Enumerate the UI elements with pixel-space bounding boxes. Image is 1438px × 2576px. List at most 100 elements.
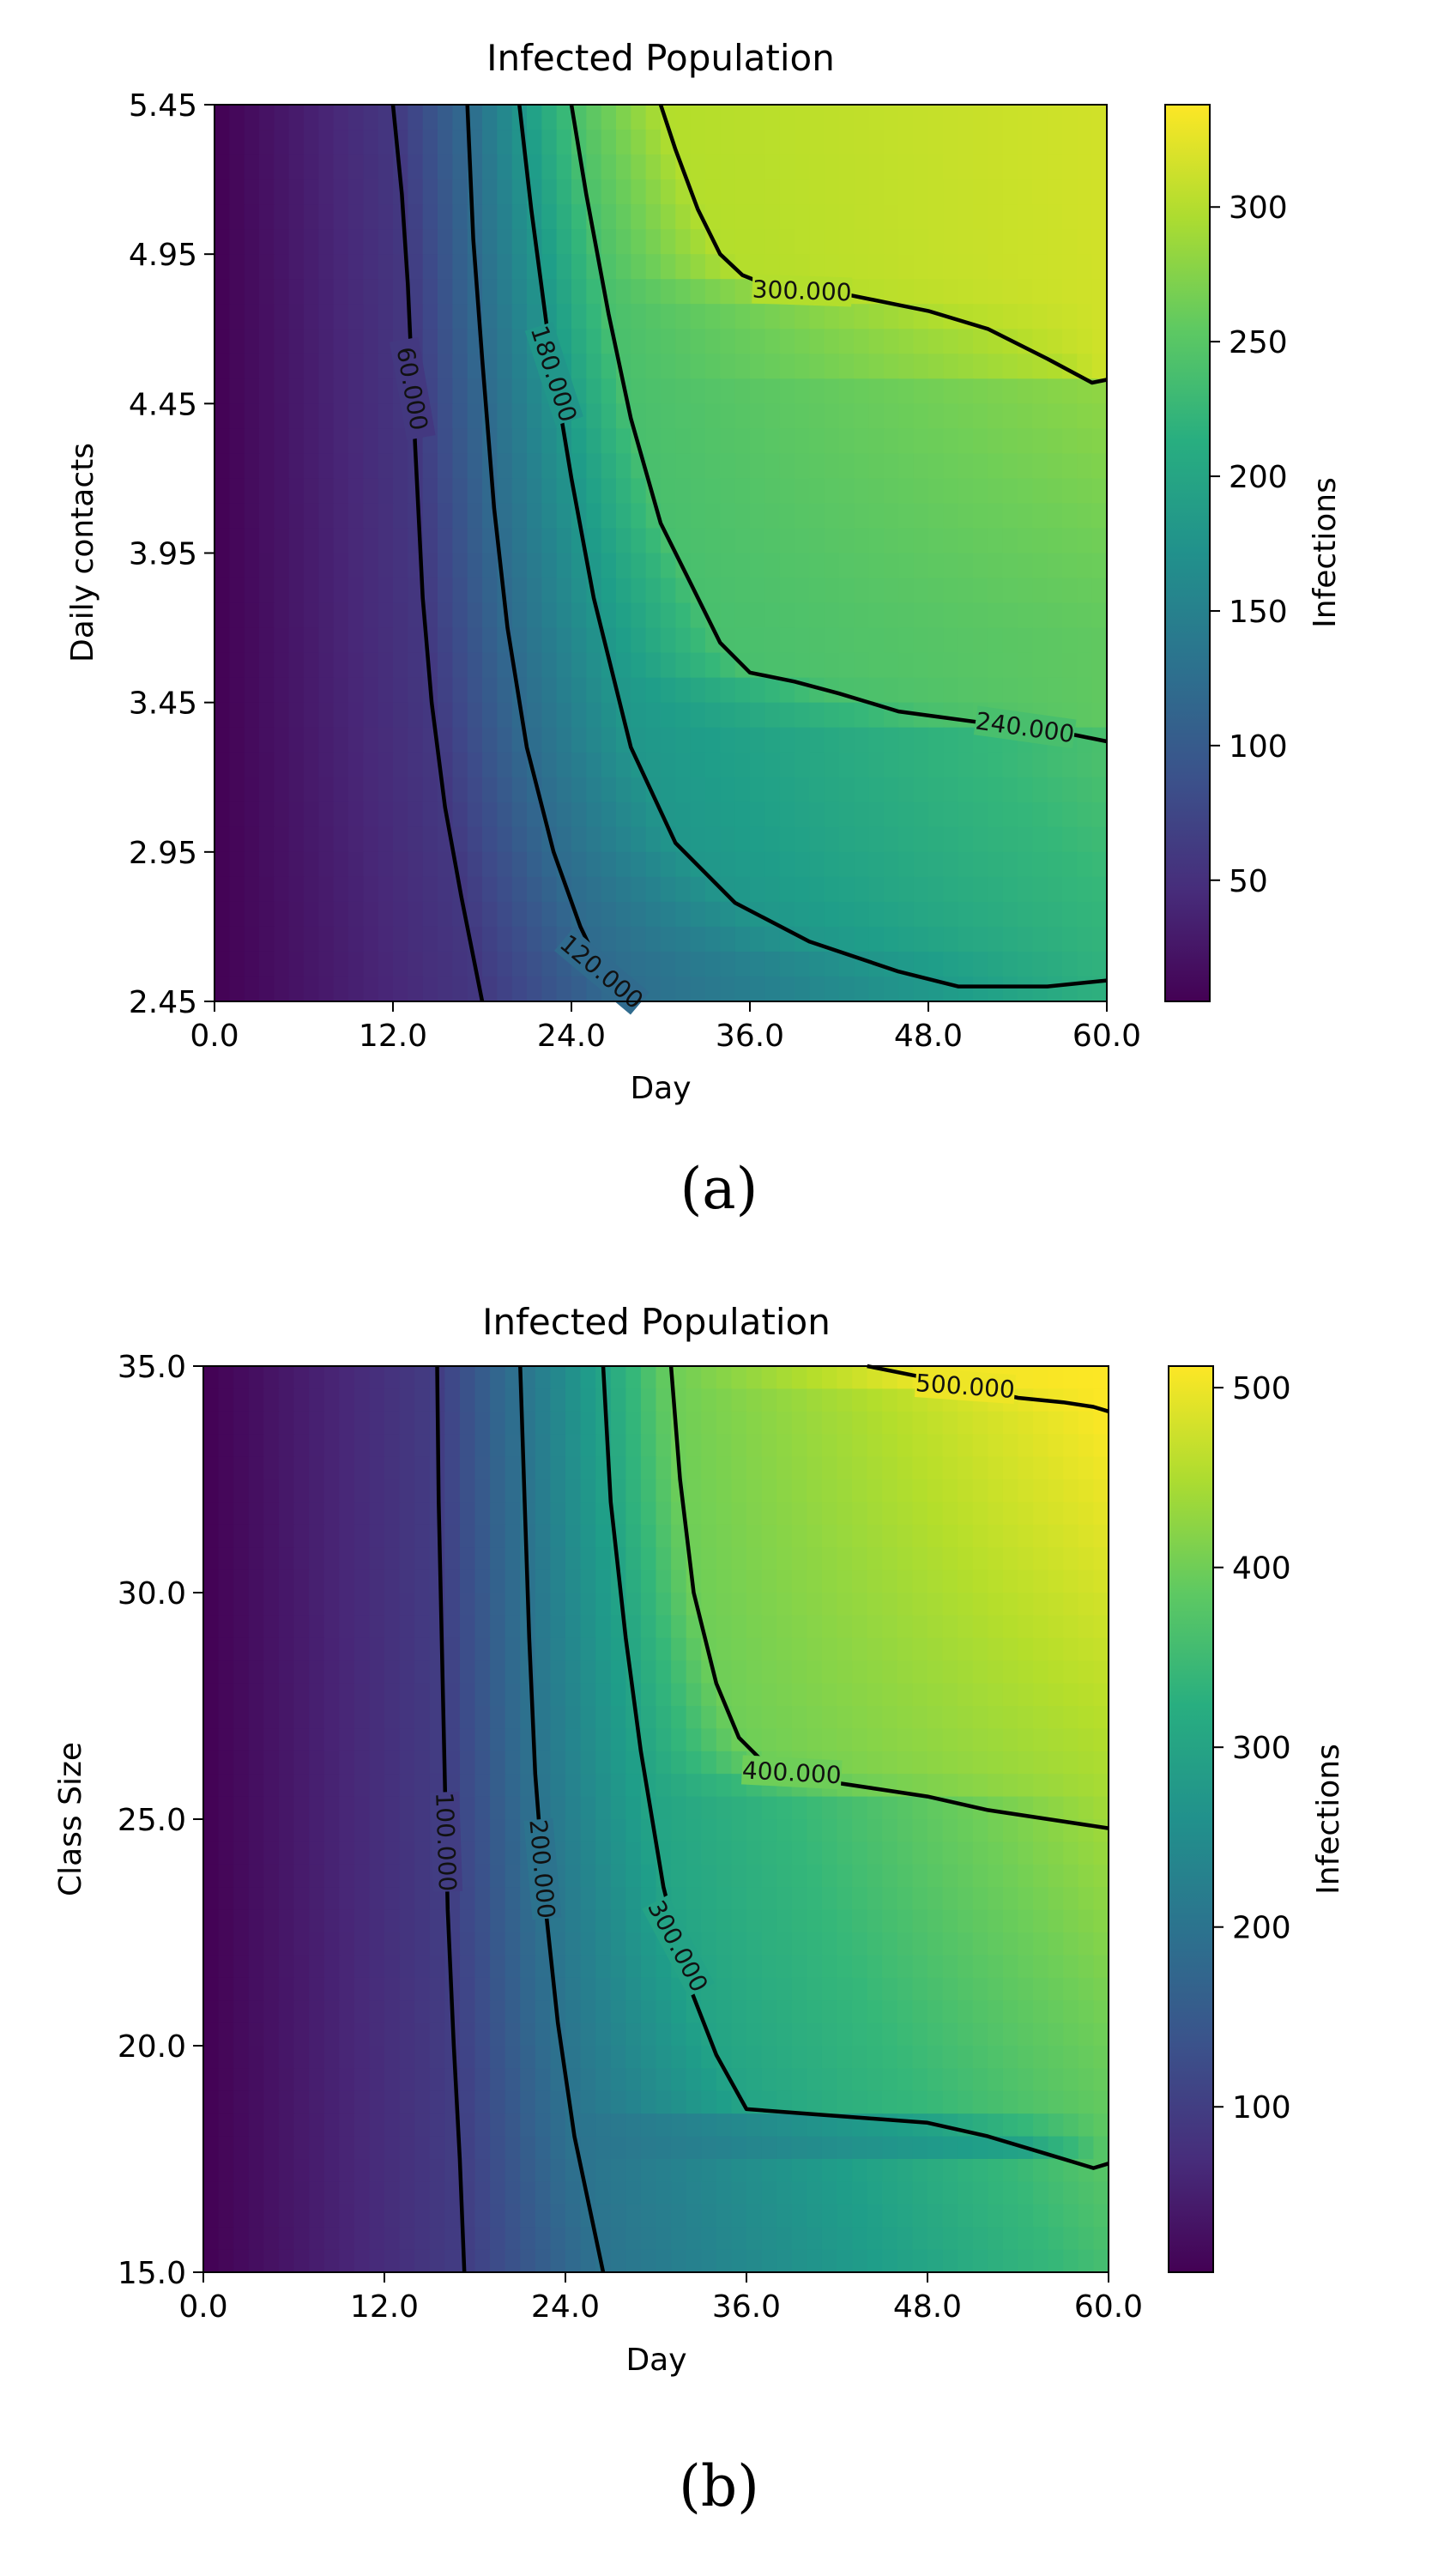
heatmap-cell bbox=[527, 826, 543, 853]
heatmap-cell bbox=[631, 901, 647, 928]
heatmap-cell bbox=[746, 1706, 763, 1730]
heatmap-cell bbox=[203, 1774, 220, 1798]
heatmap-cell bbox=[1002, 951, 1018, 977]
heatmap-cell bbox=[1047, 826, 1063, 853]
heatmap-cell bbox=[339, 2227, 355, 2251]
heatmap-cell bbox=[898, 453, 915, 480]
heatmap-cell bbox=[293, 2181, 310, 2205]
heatmap-cell bbox=[1032, 154, 1048, 180]
heatmap-cell bbox=[304, 354, 320, 380]
heatmap-cell bbox=[897, 2159, 914, 2183]
heatmap-cell bbox=[716, 1434, 733, 1458]
heatmap-cell bbox=[791, 2227, 808, 2251]
heatmap-cell bbox=[422, 453, 438, 480]
heatmap-cell bbox=[942, 2090, 958, 2114]
heatmap-cell bbox=[761, 1887, 777, 1911]
heatmap-cell bbox=[248, 1524, 265, 1548]
heatmap-cell bbox=[764, 130, 781, 155]
heatmap-cell bbox=[824, 976, 840, 1002]
heatmap-cell bbox=[1078, 1524, 1095, 1548]
heatmap-cell bbox=[408, 652, 424, 679]
heatmap-cell bbox=[776, 1366, 793, 1390]
heatmap-cell bbox=[854, 702, 870, 729]
heatmap-cell bbox=[384, 1547, 401, 1571]
heatmap-cell bbox=[408, 801, 424, 828]
heatmap-cell bbox=[912, 1593, 928, 1617]
heatmap-cell bbox=[229, 179, 245, 205]
heatmap-cell bbox=[467, 453, 483, 480]
heatmap-cell bbox=[505, 1615, 522, 1639]
heatmap-cell bbox=[942, 1841, 958, 1865]
heatmap-cell bbox=[897, 2046, 914, 2070]
heatmap-cell bbox=[288, 130, 305, 155]
heatmap-cell bbox=[393, 926, 409, 952]
heatmap-cell bbox=[854, 154, 870, 180]
heatmap-cell bbox=[746, 1615, 763, 1639]
heatmap-cell bbox=[550, 2181, 566, 2205]
heatmap-cell bbox=[884, 179, 900, 205]
panel-label: (a) bbox=[680, 1156, 758, 1222]
heatmap-cell bbox=[854, 130, 870, 155]
heatmap-cell bbox=[363, 976, 379, 1002]
heatmap-cell bbox=[839, 378, 855, 405]
heatmap-cell bbox=[541, 951, 558, 977]
heatmap-cell bbox=[1047, 378, 1063, 405]
heatmap-cell bbox=[1077, 354, 1093, 380]
heatmap-cell bbox=[399, 2000, 415, 2024]
heatmap-cell bbox=[248, 1819, 265, 1843]
heatmap-cell bbox=[821, 1569, 838, 1593]
heatmap-cell bbox=[988, 1909, 1004, 1933]
heatmap-cell bbox=[323, 1502, 341, 1526]
heatmap-cell bbox=[720, 378, 736, 405]
heatmap-cell bbox=[943, 976, 959, 1002]
heatmap-cell bbox=[556, 478, 572, 505]
heatmap-cell bbox=[203, 1955, 220, 1979]
heatmap-cell bbox=[244, 528, 260, 554]
heatmap-cell bbox=[958, 478, 974, 505]
heatmap-cell bbox=[384, 2181, 401, 2205]
heatmap-cell bbox=[304, 652, 320, 679]
heatmap-cell bbox=[259, 528, 275, 554]
heatmap-cell bbox=[459, 1479, 476, 1503]
heatmap-cell bbox=[897, 1932, 914, 1956]
heatmap-cell bbox=[645, 329, 662, 355]
heatmap-cell bbox=[408, 777, 424, 803]
heatmap-cell bbox=[854, 553, 870, 579]
heatmap-cell bbox=[214, 627, 231, 654]
heatmap-cell bbox=[369, 2000, 385, 2024]
heatmap-cell bbox=[304, 851, 320, 878]
heatmap-cell bbox=[791, 1706, 808, 1730]
heatmap-cell bbox=[244, 851, 260, 878]
heatmap-cell bbox=[527, 951, 543, 977]
heatmap-cell bbox=[988, 2136, 1004, 2160]
heatmap-cell bbox=[1002, 2159, 1019, 2183]
heatmap-cell bbox=[720, 652, 736, 679]
heatmap-cell bbox=[1018, 279, 1034, 305]
heatmap-cell bbox=[218, 1819, 234, 1843]
heatmap-cell bbox=[884, 528, 900, 554]
heatmap-cell bbox=[339, 2113, 355, 2138]
heatmap-cell bbox=[438, 677, 454, 704]
heatmap-cell bbox=[746, 1932, 763, 1956]
x-tick-label: 48.0 bbox=[893, 2289, 962, 2325]
heatmap-cell bbox=[1033, 2159, 1049, 2183]
heatmap-cell bbox=[1062, 752, 1078, 778]
heatmap-cell bbox=[913, 577, 929, 604]
heatmap-cell bbox=[1093, 1977, 1109, 2001]
heatmap-cell bbox=[791, 1569, 808, 1593]
heatmap-cell bbox=[898, 130, 915, 155]
heatmap-cell bbox=[928, 926, 945, 952]
heatmap-cell bbox=[1047, 926, 1063, 952]
heatmap-cell bbox=[716, 1411, 733, 1435]
heatmap-cell bbox=[1002, 478, 1018, 505]
heatmap-cell bbox=[898, 702, 915, 729]
heatmap-cell bbox=[218, 2023, 234, 2047]
heatmap-cell bbox=[309, 1660, 325, 1684]
heatmap-cell bbox=[511, 403, 528, 430]
heatmap-cell bbox=[601, 254, 617, 280]
heatmap-cell bbox=[1002, 1660, 1019, 1684]
heatmap-cell bbox=[882, 1593, 898, 1617]
heatmap-cell bbox=[1077, 254, 1093, 280]
heatmap-cell bbox=[610, 2227, 627, 2251]
heatmap-cell bbox=[791, 1411, 808, 1435]
